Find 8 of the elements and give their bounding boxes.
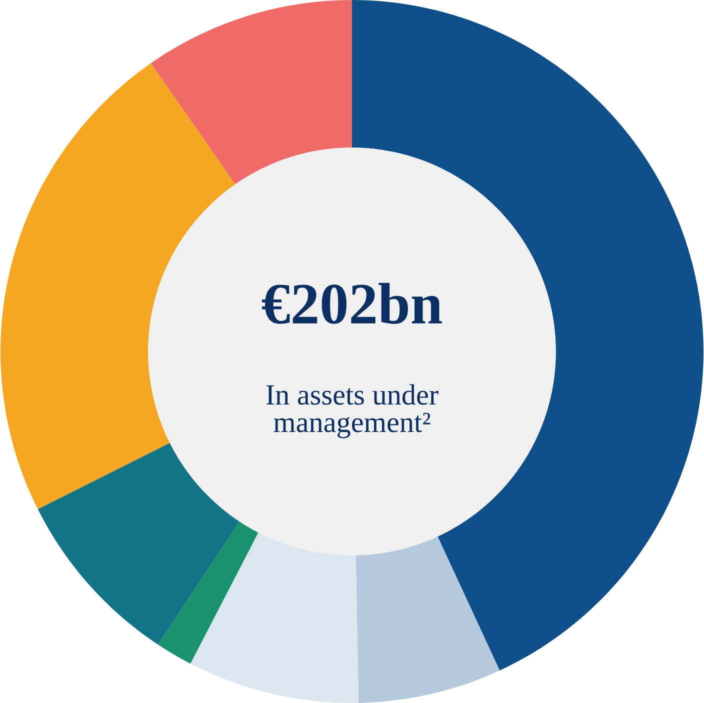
donut-slice — [158, 522, 258, 664]
donut-slice — [0, 63, 236, 510]
donut-slice — [38, 442, 240, 645]
donut-slice — [356, 536, 500, 703]
text: In assets under management² — [266, 384, 438, 438]
donut-slice — [150, 0, 352, 184]
donut-slice — [190, 532, 359, 703]
text: €202bn — [262, 282, 442, 324]
